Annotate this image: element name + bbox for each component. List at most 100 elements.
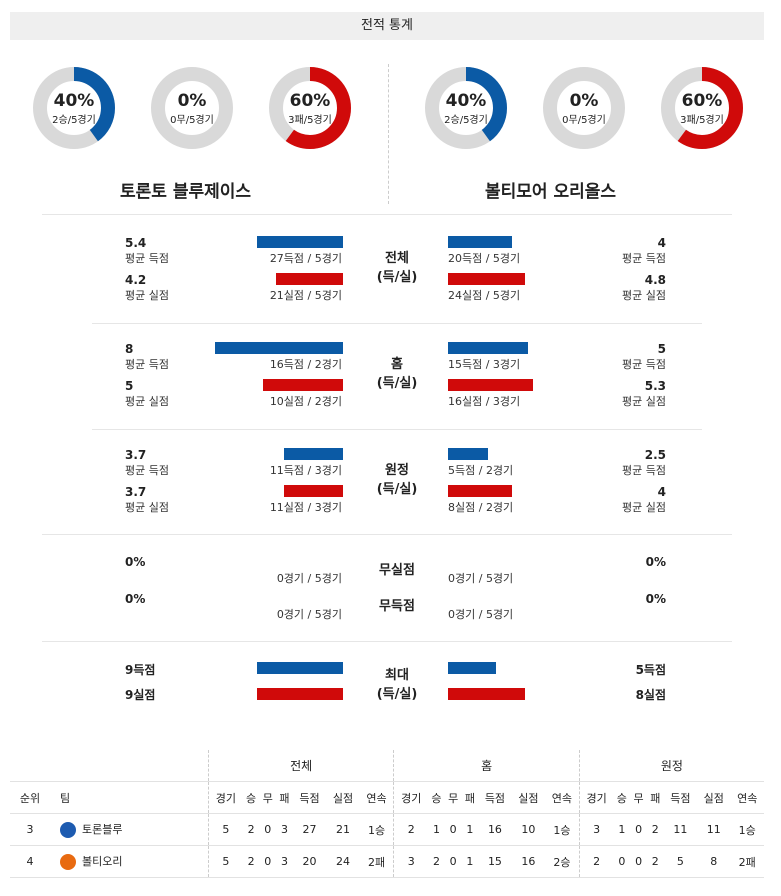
col-away-6: 연속 xyxy=(730,781,764,814)
team-cell[interactable]: 토론블루 xyxy=(50,813,209,846)
away-cell: 0 xyxy=(630,813,647,846)
away-left-avg-score-label: 평균 득점 xyxy=(125,464,169,477)
home-cell: 1 xyxy=(461,845,479,878)
away-left-avg-score: 3.7 xyxy=(125,448,147,462)
donut-percent: 40% xyxy=(445,91,487,111)
table-row: 3 토론블루 5 2 0 3 27 21 1승 2 1 0 1 16 10 1승 3 1 0 2 11 11 1승 xyxy=(10,813,764,846)
group-home: 홈 xyxy=(393,750,580,782)
total-right-avg-score: 4 xyxy=(657,236,666,250)
total-right-lost-bar xyxy=(448,273,525,285)
home-right-avg-score: 5 xyxy=(657,342,666,356)
home-right-lost-bar xyxy=(448,379,533,391)
away-label-line2: (득/실) xyxy=(376,482,418,497)
col-away-5: 실점 xyxy=(697,781,731,814)
total-left-avg-lost-label: 평균 실점 xyxy=(125,289,169,302)
col-away-3: 패 xyxy=(646,781,664,814)
away-left-avg-lost-label: 평균 실점 xyxy=(125,501,169,514)
left-max-score: 9득점 xyxy=(125,663,156,677)
away-left-lost-bar xyxy=(284,485,343,497)
total-cell: 1승 xyxy=(359,813,394,846)
total-cell: 3 xyxy=(276,813,293,846)
away-right-score-bar xyxy=(448,448,488,460)
right-max-score-bar xyxy=(448,662,496,674)
col-home-4: 득점 xyxy=(478,781,512,814)
donut-ring xyxy=(151,67,233,149)
donut-ring xyxy=(269,67,351,149)
home-left-avg-score-label: 평균 득점 xyxy=(125,358,169,371)
team-cell[interactable]: 볼티오리 xyxy=(50,845,209,878)
total-left-avg-score: 5.4 xyxy=(125,236,147,250)
home-section-label: 홈 (득/실) xyxy=(357,355,437,393)
right-max-lost-bar xyxy=(448,688,525,700)
total-right-avg-lost-label: 평균 실점 xyxy=(622,289,666,302)
donut-1: 40% 2승/5경기 xyxy=(32,66,116,150)
left-max-lost-bar xyxy=(257,688,343,700)
col-total-2: 무 xyxy=(259,781,277,814)
away-cell: 2패 xyxy=(730,845,764,878)
away-cell: 3 xyxy=(578,813,614,846)
total-label-line1: 전체 xyxy=(385,251,409,266)
donut-caption: 0무/5경기 xyxy=(170,115,214,126)
away-right-avg-score: 2.5 xyxy=(644,448,666,462)
vertical-divider xyxy=(388,64,389,204)
col-away-0: 경기 xyxy=(578,781,614,814)
home-cell: 0 xyxy=(444,845,462,878)
col-home-0: 경기 xyxy=(393,781,429,814)
col-total-5: 실점 xyxy=(326,781,360,814)
left-no-conceded-pct: 0% xyxy=(125,555,146,569)
team-name: 볼티오리 xyxy=(82,855,123,868)
col-team: 팀 xyxy=(50,781,209,814)
total-cell: 21 xyxy=(326,813,360,846)
donut-percent: 60% xyxy=(289,91,331,111)
away-cell: 11 xyxy=(663,813,698,846)
total-cell: 5 xyxy=(207,845,243,878)
total-cell: 3 xyxy=(276,845,293,878)
away-cell: 2 xyxy=(646,813,664,846)
total-cell: 27 xyxy=(292,813,327,846)
total-left-avg-lost: 4.2 xyxy=(125,273,147,287)
total-cell: 2패 xyxy=(359,845,394,878)
total-cell: 0 xyxy=(259,845,277,878)
right-no-conceded-pct: 0% xyxy=(645,555,666,569)
donut-percent: 0% xyxy=(569,91,599,111)
divider xyxy=(42,214,732,215)
no-conceded-label: 무실점 xyxy=(379,563,415,578)
left-no-conceded-games: 0경기 / 5경기 xyxy=(276,572,342,585)
total-right-lost-detail: 24실점 / 5경기 xyxy=(448,289,521,302)
column-header-row: 순위 팀 경기 승 무 패 득점 실점 연속 경기 승 무 패 득점 실점 연속 경기 승 무 패 득점 실점 연속 xyxy=(10,781,764,814)
col-total-3: 패 xyxy=(276,781,293,814)
total-cell: 0 xyxy=(259,813,277,846)
home-right-avg-score-label: 평균 득점 xyxy=(622,358,666,371)
donut-caption: 2승/5경기 xyxy=(52,115,96,126)
donut-5: 0% 0무/5경기 xyxy=(542,66,626,150)
donut-ring xyxy=(543,67,625,149)
away-right-avg-score-label: 평균 득점 xyxy=(622,464,666,477)
home-cell: 1 xyxy=(461,813,479,846)
rank-cell: 4 xyxy=(10,845,50,878)
col-home-1: 승 xyxy=(428,781,445,814)
away-cell: 2 xyxy=(646,845,664,878)
away-cell: 1 xyxy=(613,813,631,846)
away-left-score-detail: 11득점 / 3경기 xyxy=(269,464,342,477)
home-cell: 1승 xyxy=(545,813,580,846)
col-away-1: 승 xyxy=(613,781,631,814)
total-cell: 2 xyxy=(242,813,260,846)
col-total-0: 경기 xyxy=(207,781,243,814)
right-max-score: 5득점 xyxy=(635,663,666,677)
home-left-lost-detail: 10실점 / 2경기 xyxy=(269,395,342,408)
col-total-4: 득점 xyxy=(292,781,327,814)
away-cell: 0 xyxy=(630,845,647,878)
team-right-name: 볼티모어 오리올스 xyxy=(485,182,617,202)
right-no-scored-pct: 0% xyxy=(645,592,666,606)
home-cell: 2 xyxy=(428,845,445,878)
home-right-score-bar xyxy=(448,342,528,354)
home-left-score-detail: 16득점 / 2경기 xyxy=(269,358,342,371)
away-left-score-bar xyxy=(284,448,343,460)
divider xyxy=(42,534,732,535)
group-header-row: 전체 홈 원정 xyxy=(10,750,764,782)
total-section-label: 전체 (득/실) xyxy=(357,249,437,287)
max-label-line2: (득/실) xyxy=(376,687,418,702)
col-away-2: 무 xyxy=(630,781,647,814)
left-no-scored-games: 0경기 / 5경기 xyxy=(276,608,342,621)
donut-ring xyxy=(661,67,743,149)
